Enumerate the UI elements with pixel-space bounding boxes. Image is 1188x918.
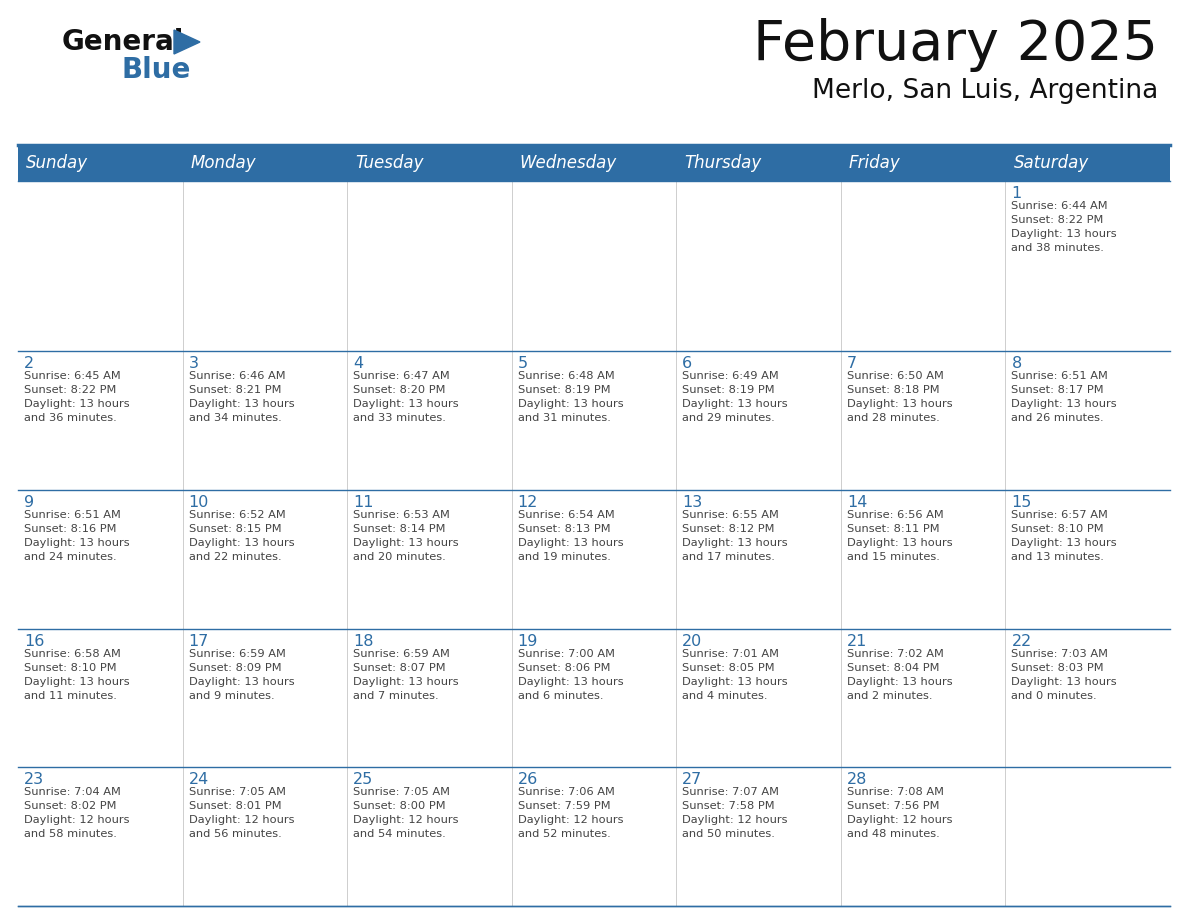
Text: 11: 11 <box>353 495 374 510</box>
Text: 17: 17 <box>189 633 209 649</box>
Text: Sunrise: 7:05 AM
Sunset: 8:01 PM
Daylight: 12 hours
and 56 minutes.: Sunrise: 7:05 AM Sunset: 8:01 PM Dayligh… <box>189 788 295 839</box>
Text: 25: 25 <box>353 772 373 788</box>
Text: Sunrise: 7:02 AM
Sunset: 8:04 PM
Daylight: 13 hours
and 2 minutes.: Sunrise: 7:02 AM Sunset: 8:04 PM Dayligh… <box>847 649 953 700</box>
Text: Sunrise: 6:55 AM
Sunset: 8:12 PM
Daylight: 13 hours
and 17 minutes.: Sunrise: 6:55 AM Sunset: 8:12 PM Dayligh… <box>682 510 788 562</box>
Text: Monday: Monday <box>190 154 257 172</box>
Text: 22: 22 <box>1011 633 1031 649</box>
Text: Sunrise: 6:44 AM
Sunset: 8:22 PM
Daylight: 13 hours
and 38 minutes.: Sunrise: 6:44 AM Sunset: 8:22 PM Dayligh… <box>1011 201 1117 253</box>
Text: 28: 28 <box>847 772 867 788</box>
Text: Sunday: Sunday <box>26 154 88 172</box>
Polygon shape <box>173 30 200 54</box>
Text: 18: 18 <box>353 633 374 649</box>
Text: Thursday: Thursday <box>684 154 762 172</box>
Text: Sunrise: 6:47 AM
Sunset: 8:20 PM
Daylight: 13 hours
and 33 minutes.: Sunrise: 6:47 AM Sunset: 8:20 PM Dayligh… <box>353 372 459 423</box>
Text: Sunrise: 7:07 AM
Sunset: 7:58 PM
Daylight: 12 hours
and 50 minutes.: Sunrise: 7:07 AM Sunset: 7:58 PM Dayligh… <box>682 788 788 839</box>
Text: Merlo, San Luis, Argentina: Merlo, San Luis, Argentina <box>811 78 1158 104</box>
FancyBboxPatch shape <box>18 352 1170 490</box>
Text: Tuesday: Tuesday <box>355 154 424 172</box>
Text: Sunrise: 6:54 AM
Sunset: 8:13 PM
Daylight: 13 hours
and 19 minutes.: Sunrise: 6:54 AM Sunset: 8:13 PM Dayligh… <box>518 510 624 562</box>
Text: 7: 7 <box>847 356 857 372</box>
Text: 14: 14 <box>847 495 867 510</box>
Text: Sunrise: 6:48 AM
Sunset: 8:19 PM
Daylight: 13 hours
and 31 minutes.: Sunrise: 6:48 AM Sunset: 8:19 PM Dayligh… <box>518 372 624 423</box>
Text: Sunrise: 6:45 AM
Sunset: 8:22 PM
Daylight: 13 hours
and 36 minutes.: Sunrise: 6:45 AM Sunset: 8:22 PM Dayligh… <box>24 372 129 423</box>
Text: Sunrise: 7:01 AM
Sunset: 8:05 PM
Daylight: 13 hours
and 4 minutes.: Sunrise: 7:01 AM Sunset: 8:05 PM Dayligh… <box>682 649 788 700</box>
FancyBboxPatch shape <box>18 145 1170 181</box>
Text: 6: 6 <box>682 356 693 372</box>
Text: Sunrise: 7:03 AM
Sunset: 8:03 PM
Daylight: 13 hours
and 0 minutes.: Sunrise: 7:03 AM Sunset: 8:03 PM Dayligh… <box>1011 649 1117 700</box>
Text: 20: 20 <box>682 633 702 649</box>
FancyBboxPatch shape <box>18 629 1170 767</box>
Text: Sunrise: 6:57 AM
Sunset: 8:10 PM
Daylight: 13 hours
and 13 minutes.: Sunrise: 6:57 AM Sunset: 8:10 PM Dayligh… <box>1011 510 1117 562</box>
Text: 3: 3 <box>189 356 198 372</box>
Text: 24: 24 <box>189 772 209 788</box>
Text: 16: 16 <box>24 633 44 649</box>
Text: Sunrise: 7:08 AM
Sunset: 7:56 PM
Daylight: 12 hours
and 48 minutes.: Sunrise: 7:08 AM Sunset: 7:56 PM Dayligh… <box>847 788 953 839</box>
Text: 4: 4 <box>353 356 364 372</box>
Text: Sunrise: 7:00 AM
Sunset: 8:06 PM
Daylight: 13 hours
and 6 minutes.: Sunrise: 7:00 AM Sunset: 8:06 PM Dayligh… <box>518 649 624 700</box>
Text: Sunrise: 6:46 AM
Sunset: 8:21 PM
Daylight: 13 hours
and 34 minutes.: Sunrise: 6:46 AM Sunset: 8:21 PM Dayligh… <box>189 372 295 423</box>
Text: 23: 23 <box>24 772 44 788</box>
Text: Sunrise: 6:51 AM
Sunset: 8:16 PM
Daylight: 13 hours
and 24 minutes.: Sunrise: 6:51 AM Sunset: 8:16 PM Dayligh… <box>24 510 129 562</box>
Text: Sunrise: 7:06 AM
Sunset: 7:59 PM
Daylight: 12 hours
and 52 minutes.: Sunrise: 7:06 AM Sunset: 7:59 PM Dayligh… <box>518 788 624 839</box>
Text: Friday: Friday <box>849 154 901 172</box>
Text: Sunrise: 6:51 AM
Sunset: 8:17 PM
Daylight: 13 hours
and 26 minutes.: Sunrise: 6:51 AM Sunset: 8:17 PM Dayligh… <box>1011 372 1117 423</box>
Text: Sunrise: 6:56 AM
Sunset: 8:11 PM
Daylight: 13 hours
and 15 minutes.: Sunrise: 6:56 AM Sunset: 8:11 PM Dayligh… <box>847 510 953 562</box>
Text: Sunrise: 7:05 AM
Sunset: 8:00 PM
Daylight: 12 hours
and 54 minutes.: Sunrise: 7:05 AM Sunset: 8:00 PM Dayligh… <box>353 788 459 839</box>
Text: February 2025: February 2025 <box>753 18 1158 72</box>
Text: Sunrise: 6:53 AM
Sunset: 8:14 PM
Daylight: 13 hours
and 20 minutes.: Sunrise: 6:53 AM Sunset: 8:14 PM Dayligh… <box>353 510 459 562</box>
Text: 27: 27 <box>682 772 702 788</box>
Text: Sunrise: 6:58 AM
Sunset: 8:10 PM
Daylight: 13 hours
and 11 minutes.: Sunrise: 6:58 AM Sunset: 8:10 PM Dayligh… <box>24 649 129 700</box>
Text: Sunrise: 6:49 AM
Sunset: 8:19 PM
Daylight: 13 hours
and 29 minutes.: Sunrise: 6:49 AM Sunset: 8:19 PM Dayligh… <box>682 372 788 423</box>
FancyBboxPatch shape <box>18 181 1170 352</box>
Text: 8: 8 <box>1011 356 1022 372</box>
Text: Blue: Blue <box>122 56 191 84</box>
Text: 2: 2 <box>24 356 34 372</box>
Text: Saturday: Saturday <box>1013 154 1088 172</box>
FancyBboxPatch shape <box>18 767 1170 906</box>
Text: 5: 5 <box>518 356 527 372</box>
Text: 15: 15 <box>1011 495 1032 510</box>
Text: 1: 1 <box>1011 186 1022 201</box>
Text: 9: 9 <box>24 495 34 510</box>
Text: 13: 13 <box>682 495 702 510</box>
Text: Sunrise: 6:52 AM
Sunset: 8:15 PM
Daylight: 13 hours
and 22 minutes.: Sunrise: 6:52 AM Sunset: 8:15 PM Dayligh… <box>189 510 295 562</box>
Text: Sunrise: 6:59 AM
Sunset: 8:09 PM
Daylight: 13 hours
and 9 minutes.: Sunrise: 6:59 AM Sunset: 8:09 PM Dayligh… <box>189 649 295 700</box>
Text: 12: 12 <box>518 495 538 510</box>
FancyBboxPatch shape <box>18 490 1170 629</box>
Text: Sunrise: 6:50 AM
Sunset: 8:18 PM
Daylight: 13 hours
and 28 minutes.: Sunrise: 6:50 AM Sunset: 8:18 PM Dayligh… <box>847 372 953 423</box>
Text: General: General <box>62 28 184 56</box>
Text: Wednesday: Wednesday <box>519 154 617 172</box>
Text: 19: 19 <box>518 633 538 649</box>
Text: Sunrise: 6:59 AM
Sunset: 8:07 PM
Daylight: 13 hours
and 7 minutes.: Sunrise: 6:59 AM Sunset: 8:07 PM Dayligh… <box>353 649 459 700</box>
Text: 10: 10 <box>189 495 209 510</box>
Text: 21: 21 <box>847 633 867 649</box>
Text: 26: 26 <box>518 772 538 788</box>
Text: Sunrise: 7:04 AM
Sunset: 8:02 PM
Daylight: 12 hours
and 58 minutes.: Sunrise: 7:04 AM Sunset: 8:02 PM Dayligh… <box>24 788 129 839</box>
